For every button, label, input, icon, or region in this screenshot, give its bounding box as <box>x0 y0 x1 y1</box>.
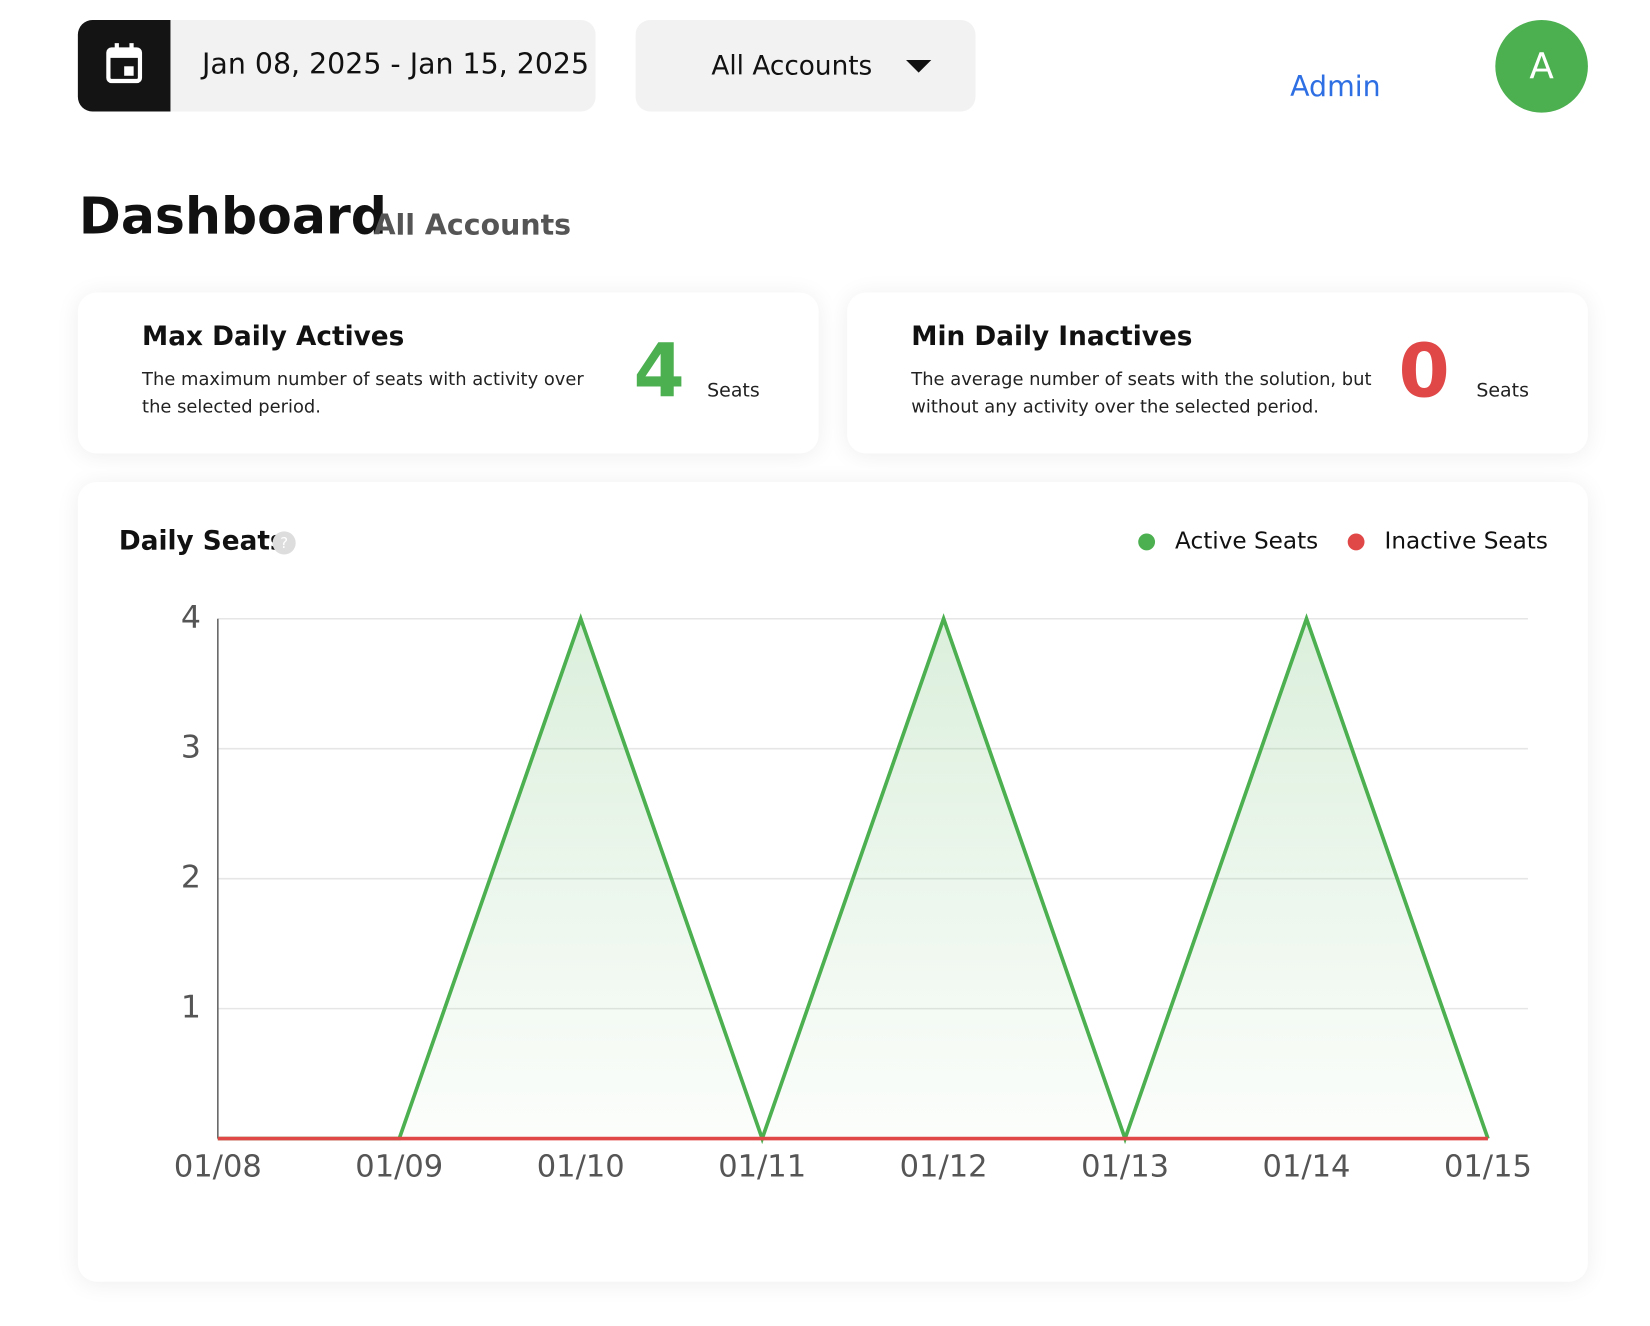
x-tick-label: 01/09 <box>355 1150 443 1185</box>
chart-title: Daily Seats <box>119 526 286 556</box>
help-icon-glyph: ? <box>280 535 288 552</box>
card-unit: Seats <box>1476 379 1529 402</box>
date-range-text: Jan 08, 2025 - Jan 15, 2025 <box>202 48 590 82</box>
page-subtitle: All Accounts <box>373 209 572 243</box>
stat-card: Min Daily Inactives The average number o… <box>847 292 1588 454</box>
help-icon[interactable] <box>272 531 296 555</box>
line <box>217 613 1490 1145</box>
y-tick-label: 2 <box>181 860 201 896</box>
card-title: Max Daily Actives <box>142 320 405 352</box>
legend-label: Active Seats <box>1175 528 1318 554</box>
card-title: Min Daily Inactives <box>911 320 1193 352</box>
chart-card: Daily Seats ? 1 2 3 4 01/08 01/09 01/10 01/11 01… <box>77 481 1588 1282</box>
card-value: 0 <box>1398 328 1450 415</box>
x-tick-label: 01/08 <box>174 1150 262 1185</box>
legend-marker <box>1138 533 1156 551</box>
card-unit: Seats <box>707 379 760 402</box>
account-select-text: All Accounts <box>711 50 873 82</box>
legend-marker <box>1347 533 1365 551</box>
dropdown-arrow <box>906 59 932 73</box>
legend-label: Inactive Seats <box>1385 528 1548 554</box>
date-range-picker[interactable]: Jan 08, 2025 - Jan 15, 2025 <box>77 19 596 112</box>
chart: Daily Seats ? 1 2 3 4 01/08 01/09 01/10 01/11 01… <box>119 526 1548 1185</box>
calendar-button[interactable] <box>77 19 171 112</box>
y-tick-label: 4 <box>181 600 201 636</box>
page-title: Dashboard <box>78 187 387 247</box>
account-select[interactable]: All Accounts <box>635 19 976 112</box>
y-tick-label: 1 <box>181 990 201 1026</box>
user-role[interactable]: Admin <box>1290 70 1381 104</box>
avatar[interactable]: A <box>1495 19 1588 113</box>
card-description: The average number of seats with the sol… <box>911 369 1372 418</box>
x-tick-label: 01/15 <box>1444 1150 1532 1185</box>
x-tick-label: 01/14 <box>1263 1150 1351 1185</box>
card-value: 4 <box>633 328 685 415</box>
stat-card: Max Daily Actives The maximum number of … <box>77 292 819 454</box>
x-tick-label: 01/13 <box>1081 1150 1169 1185</box>
y-tick-label: 3 <box>181 730 201 766</box>
calendar-icon <box>106 43 143 84</box>
x-tick-label: 01/11 <box>718 1150 806 1185</box>
card-description: The maximum number of seats with activit… <box>142 369 584 418</box>
x-tick-label: 01/12 <box>900 1150 988 1185</box>
x-tick-label: 01/10 <box>537 1150 625 1185</box>
